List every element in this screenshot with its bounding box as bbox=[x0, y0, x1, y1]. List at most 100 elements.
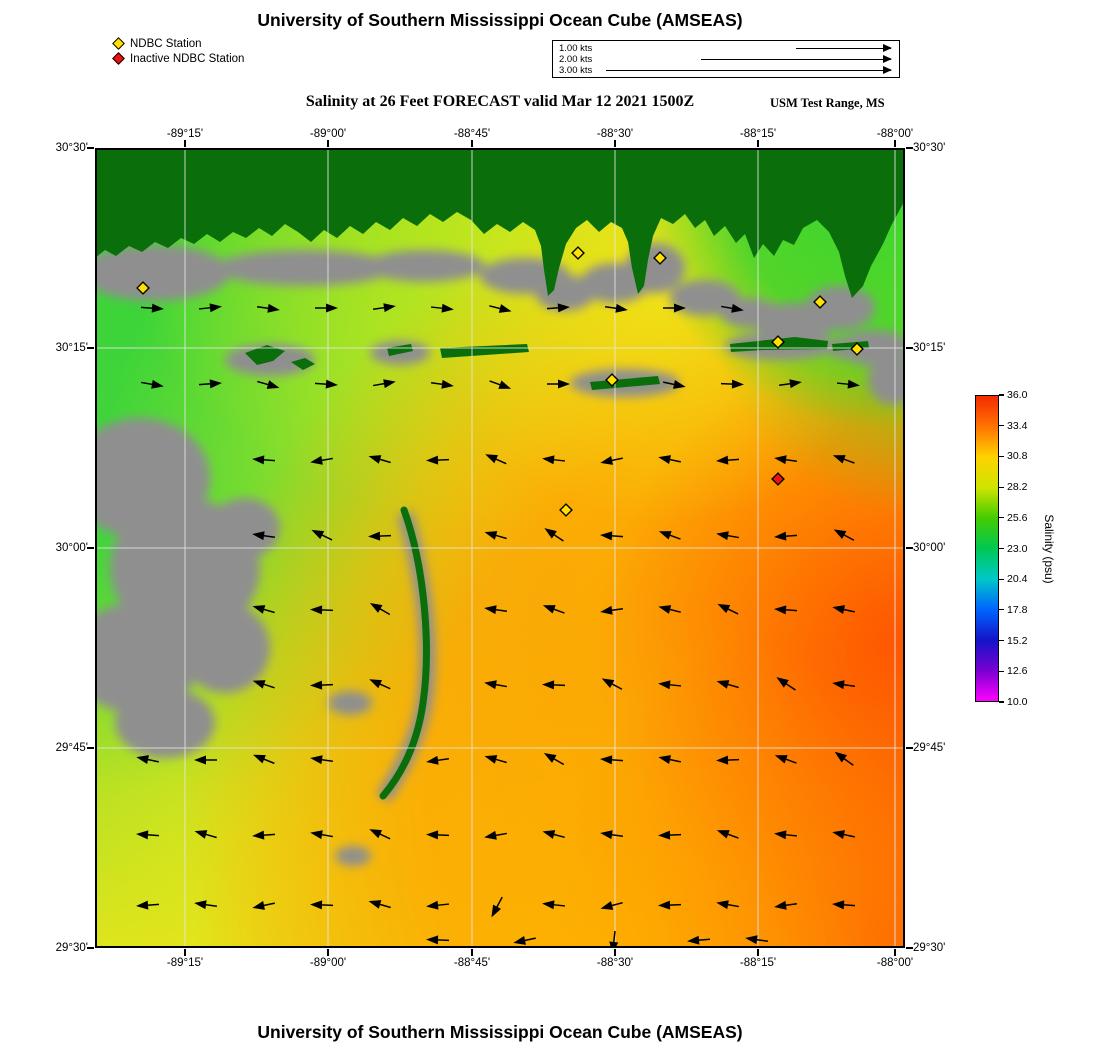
colorbar-tick-label: 17.8 bbox=[1007, 603, 1028, 616]
ndbc-station-marker bbox=[813, 295, 827, 309]
current-vector-arrow bbox=[315, 303, 338, 313]
current-vector-arrow bbox=[542, 900, 566, 910]
lon-tick-top bbox=[894, 140, 896, 147]
lat-tick-right bbox=[906, 147, 913, 149]
inactive-ndbc-station-label: Inactive NDBC Station bbox=[130, 52, 245, 65]
lat-label-right: 30°00' bbox=[913, 542, 946, 554]
current-vector-arrow bbox=[314, 379, 338, 389]
current-vector-arrow bbox=[658, 900, 682, 910]
lat-tick-right bbox=[906, 547, 913, 549]
current-vector-arrow bbox=[601, 678, 623, 690]
current-vector-arrow bbox=[141, 379, 164, 389]
colorbar-tick-label: 20.4 bbox=[1007, 573, 1028, 586]
colorbar-tick bbox=[999, 486, 1004, 488]
lat-tick-left bbox=[87, 947, 94, 949]
current-vector-arrow bbox=[544, 528, 564, 542]
lon-tick-bottom bbox=[327, 949, 329, 956]
current-vector-arrow bbox=[687, 935, 711, 945]
lat-tick-left bbox=[87, 747, 94, 749]
current-vector-arrow bbox=[489, 304, 512, 313]
current-vector-arrow bbox=[600, 901, 623, 910]
lon-tick-bottom bbox=[184, 949, 186, 956]
current-vector-arrow bbox=[600, 605, 624, 615]
current-vector-arrow bbox=[774, 755, 797, 764]
cat-island bbox=[245, 345, 285, 365]
colorbar-tick bbox=[999, 394, 1004, 396]
current-vector-arrow bbox=[542, 455, 566, 465]
scale-2kt-arrow bbox=[701, 54, 892, 64]
current-vector-arrow bbox=[253, 754, 275, 765]
current-vector-arrow bbox=[310, 680, 334, 690]
current-vector-arrow bbox=[716, 455, 740, 465]
current-vector-arrow bbox=[542, 680, 566, 690]
current-vector-arrow bbox=[198, 303, 222, 313]
current-vector-arrow bbox=[776, 677, 796, 691]
colorbar-gradient bbox=[975, 395, 999, 702]
current-vector-arrow bbox=[774, 900, 798, 910]
ndbc-station-label: NDBC Station bbox=[130, 37, 202, 50]
current-vector-arrow bbox=[368, 531, 392, 541]
current-vector-arrow bbox=[426, 455, 450, 465]
lon-label-bottom: -89°00' bbox=[309, 957, 347, 969]
current-vector-arrow bbox=[426, 755, 450, 765]
lon-label-bottom: -88°15' bbox=[739, 957, 777, 969]
current-vector-arrow bbox=[368, 900, 391, 909]
current-vector-arrow bbox=[252, 455, 276, 465]
lon-tick-bottom bbox=[471, 949, 473, 956]
lat-label-left: 29°30' bbox=[55, 942, 88, 954]
lon-tick-top bbox=[184, 140, 186, 147]
lat-label-right: 30°30' bbox=[913, 142, 946, 154]
current-vector-arrow bbox=[721, 303, 744, 313]
current-vector-arrow bbox=[745, 935, 769, 945]
current-vector-arrow bbox=[774, 605, 798, 615]
lon-label-top: -88°00' bbox=[876, 128, 914, 140]
current-vector-arrow bbox=[252, 901, 275, 910]
colorbar-tick bbox=[999, 640, 1004, 642]
scale-row-2kt: 2.00 kts bbox=[559, 54, 893, 65]
lon-tick-top bbox=[327, 140, 329, 147]
colorbar-tick bbox=[999, 425, 1004, 427]
current-vector-arrow bbox=[369, 829, 391, 840]
lat-tick-left bbox=[87, 147, 94, 149]
current-vector-arrow bbox=[194, 900, 218, 910]
current-vector-arrow bbox=[658, 455, 681, 464]
current-vector-arrow bbox=[369, 603, 391, 616]
current-vector-arrow bbox=[310, 755, 334, 765]
lon-tick-top bbox=[757, 140, 759, 147]
inactive-ndbc-station-icon bbox=[112, 52, 125, 65]
lat-tick-right bbox=[906, 747, 913, 749]
current-vector-arrow bbox=[140, 303, 164, 313]
chandeleur-islands bbox=[379, 506, 430, 800]
current-vector-arrow bbox=[716, 755, 740, 765]
footer-title: University of Southern Mississippi Ocean… bbox=[257, 1022, 743, 1042]
current-vector-arrow bbox=[716, 531, 739, 541]
current-vector-arrow bbox=[310, 830, 333, 840]
current-vector-arrow bbox=[546, 303, 570, 313]
salinity-map bbox=[95, 148, 905, 948]
current-vector-arrow bbox=[604, 303, 628, 313]
colorbar-tick bbox=[999, 670, 1004, 672]
current-vector-arrow bbox=[717, 603, 739, 615]
current-vector-arrow bbox=[542, 605, 565, 614]
current-vector-arrow bbox=[484, 755, 507, 764]
scale-row-1kt: 1.00 kts bbox=[559, 43, 893, 54]
current-vector-arrow bbox=[198, 379, 222, 389]
lat-label-right: 29°45' bbox=[913, 742, 946, 754]
scale-row-3kt: 3.00 kts bbox=[559, 65, 893, 76]
scale-2kt-label: 2.00 kts bbox=[559, 54, 593, 65]
current-vector-arrow bbox=[663, 303, 686, 313]
colorbar-tick-label: 15.2 bbox=[1007, 634, 1028, 647]
current-vector-arrow bbox=[484, 680, 507, 690]
horn-island bbox=[590, 376, 660, 390]
lon-label-bottom: -89°15' bbox=[166, 957, 204, 969]
current-vector-arrow bbox=[484, 605, 508, 615]
current-vector-arrow bbox=[658, 531, 681, 540]
current-vector-arrow bbox=[310, 455, 333, 465]
current-vector-arrow bbox=[485, 454, 507, 465]
lon-label-top: -89°00' bbox=[309, 128, 347, 140]
current-vector-arrow bbox=[542, 830, 565, 839]
current-vector-arrow bbox=[832, 605, 855, 614]
legend-row-inactive: Inactive NDBC Station bbox=[112, 51, 244, 66]
lat-tick-right bbox=[906, 947, 913, 949]
colorbar-title: Salinity (psu) bbox=[1042, 514, 1056, 584]
